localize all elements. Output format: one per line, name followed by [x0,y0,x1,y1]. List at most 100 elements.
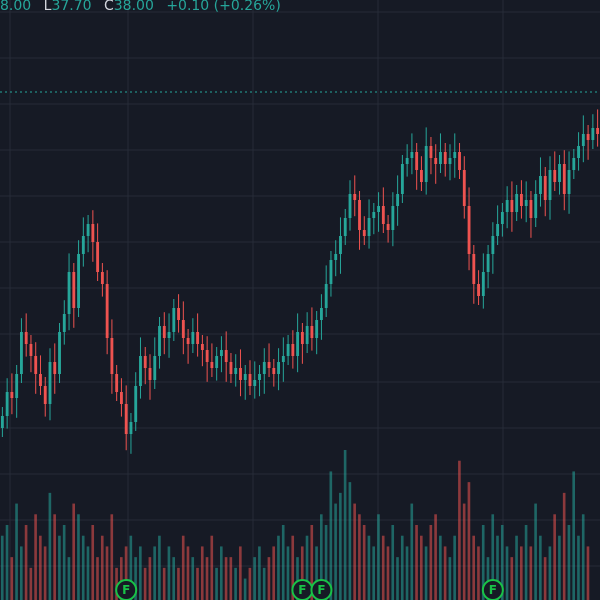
volume-bar [586,546,590,600]
volume-bar [567,525,571,600]
candle [305,312,309,353]
volume-bar [405,546,409,600]
volume-bar [539,535,542,600]
volume-bar [77,514,80,600]
volume-bar [224,557,228,600]
candle [524,181,528,223]
ohlc-legend: 8.00 L37.70 C38.00 +0.10 (+0.26%) [0,0,281,14]
candle [291,330,295,369]
candle [539,157,542,207]
candle [272,359,276,387]
volume-bar [524,525,528,600]
candle [120,378,123,417]
volume-bar [548,546,552,600]
volume-bar [353,503,356,600]
volume-bar [15,503,18,600]
candle [553,151,557,191]
volume-bar [415,525,418,600]
volume-bar [477,546,480,600]
candle [329,251,333,297]
volume-bar [67,557,71,600]
event-marker-f[interactable]: F [310,579,333,600]
volume-bar [491,514,495,600]
candle [181,301,185,355]
volume-bar [115,567,118,600]
candle [210,343,214,377]
candle [515,185,519,221]
volume-bar [320,514,323,600]
candle [229,353,233,383]
change-value: +0.10 [166,0,210,14]
candle [410,133,414,175]
event-marker-f[interactable]: F [115,579,138,600]
volume-bar [72,503,75,600]
candle [558,155,561,195]
volume-bar [258,546,261,600]
event-marker-f[interactable]: F [481,579,504,600]
event-marker-label: F [489,583,497,597]
volume-bar [196,567,199,600]
candle [358,191,361,250]
volume-bar [248,567,252,600]
candle [24,313,28,357]
volume-bar [215,567,218,600]
volume-bar [505,546,509,600]
candle [334,240,338,277]
candle [510,181,514,232]
volume-bar [577,535,580,600]
candle [220,336,223,373]
volume-bar [286,546,290,600]
candle [286,335,290,365]
volume-bar [253,557,256,600]
candle [72,263,76,328]
volume-bar [400,535,404,600]
candle [396,175,400,226]
volume-bar [458,460,461,600]
volume-bar [53,514,56,600]
volume-bar [339,492,342,600]
candle [381,187,385,233]
candle [324,265,328,317]
volume-bar [500,525,504,600]
volume-bar [481,525,485,600]
volume-bar [129,535,133,600]
candle [267,343,271,377]
change-percent: (+0.26%) [213,0,281,14]
candle [34,342,38,394]
candle [205,336,209,382]
candle [39,355,42,395]
candle [253,361,257,399]
close-key: C [103,0,114,14]
volume-bar [62,525,66,600]
event-marker-label: F [122,583,130,597]
candle [262,348,266,394]
candle [362,216,366,245]
candle [486,245,490,289]
volume-bar [29,567,33,600]
volume-bar [134,557,137,600]
event-marker-f[interactable]: F [291,579,314,600]
candle [143,347,147,385]
volume-bar [205,557,209,600]
candle [277,348,280,391]
candle [134,372,138,431]
volume-bar [24,525,28,600]
candles [0,109,600,454]
volume-bar [81,535,85,600]
volume-bar [167,546,171,600]
volume-bar [100,535,104,600]
candle [167,313,171,358]
candle [196,313,200,357]
volume-bar [434,514,437,600]
low-key: L [43,0,52,14]
candle [386,215,390,243]
volume-bar [362,525,366,600]
volume-bar [186,546,190,600]
volume-bar [453,535,456,600]
volume-bar [243,578,247,600]
volume-bar [110,514,114,600]
